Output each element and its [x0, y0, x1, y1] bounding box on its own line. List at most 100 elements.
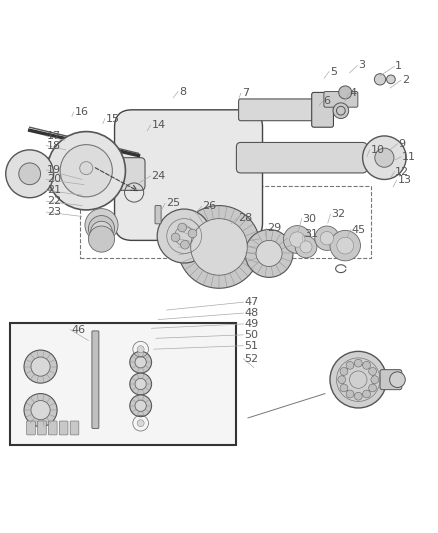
Circle shape: [369, 384, 377, 392]
Text: 25: 25: [166, 198, 180, 208]
Circle shape: [85, 208, 118, 241]
Circle shape: [19, 163, 41, 184]
Circle shape: [157, 209, 211, 263]
Circle shape: [31, 400, 50, 419]
Text: 5: 5: [330, 67, 337, 77]
FancyBboxPatch shape: [48, 421, 57, 435]
Circle shape: [330, 351, 387, 408]
Text: 29: 29: [267, 223, 281, 233]
Circle shape: [88, 215, 115, 241]
Text: 6: 6: [323, 96, 330, 106]
Circle shape: [135, 378, 146, 390]
Circle shape: [137, 419, 144, 426]
Circle shape: [60, 144, 113, 197]
Circle shape: [80, 161, 93, 175]
FancyBboxPatch shape: [27, 421, 35, 435]
Text: 19: 19: [47, 165, 61, 175]
Text: 3: 3: [358, 60, 365, 70]
Circle shape: [180, 240, 189, 249]
Text: 26: 26: [202, 201, 216, 212]
Circle shape: [135, 357, 146, 368]
Text: 23: 23: [47, 207, 61, 217]
Text: 46: 46: [71, 325, 85, 335]
Circle shape: [375, 148, 394, 167]
Circle shape: [339, 86, 352, 99]
FancyBboxPatch shape: [324, 92, 358, 107]
Circle shape: [256, 240, 282, 266]
FancyBboxPatch shape: [155, 206, 161, 224]
Circle shape: [369, 367, 377, 375]
Circle shape: [387, 75, 395, 84]
Circle shape: [390, 372, 405, 387]
Circle shape: [354, 392, 362, 400]
Circle shape: [363, 390, 371, 398]
Circle shape: [137, 346, 144, 353]
FancyBboxPatch shape: [70, 421, 79, 435]
Circle shape: [336, 107, 345, 115]
Text: 4: 4: [350, 88, 357, 98]
Text: 2: 2: [402, 75, 409, 85]
FancyBboxPatch shape: [115, 110, 262, 240]
FancyBboxPatch shape: [237, 142, 367, 173]
Circle shape: [340, 384, 348, 392]
Circle shape: [24, 393, 57, 426]
Text: 7: 7: [242, 88, 249, 98]
Text: 12: 12: [395, 167, 410, 176]
FancyBboxPatch shape: [14, 158, 145, 190]
Circle shape: [338, 376, 346, 384]
Circle shape: [91, 221, 113, 243]
Text: 10: 10: [371, 145, 385, 155]
Text: 32: 32: [331, 209, 346, 219]
Text: 22: 22: [47, 196, 61, 206]
Circle shape: [363, 136, 406, 180]
Text: 47: 47: [244, 297, 258, 307]
Text: 13: 13: [397, 175, 411, 185]
Circle shape: [283, 225, 311, 254]
Circle shape: [371, 376, 379, 384]
Text: 50: 50: [244, 330, 258, 340]
Circle shape: [245, 230, 293, 277]
Bar: [10, 323, 237, 445]
FancyBboxPatch shape: [59, 421, 68, 435]
Circle shape: [178, 223, 187, 232]
Circle shape: [346, 361, 354, 369]
Circle shape: [130, 373, 152, 395]
Circle shape: [374, 74, 386, 85]
Circle shape: [130, 351, 152, 373]
Circle shape: [363, 361, 371, 369]
Text: 1: 1: [395, 61, 402, 71]
Text: 21: 21: [47, 185, 61, 195]
Text: 17: 17: [47, 131, 61, 141]
Circle shape: [340, 367, 348, 375]
Circle shape: [88, 226, 115, 252]
Text: 14: 14: [152, 120, 166, 130]
Text: 31: 31: [304, 229, 318, 239]
Circle shape: [188, 229, 197, 238]
Text: 49: 49: [244, 319, 258, 329]
Bar: [80, 186, 371, 258]
Circle shape: [130, 395, 152, 417]
Text: 11: 11: [402, 152, 416, 162]
Circle shape: [315, 226, 339, 251]
Text: 48: 48: [244, 308, 258, 318]
Text: 30: 30: [303, 214, 317, 224]
Text: 8: 8: [179, 86, 186, 96]
Text: 15: 15: [106, 114, 120, 124]
Circle shape: [47, 132, 125, 210]
FancyBboxPatch shape: [312, 92, 333, 127]
Circle shape: [295, 236, 317, 258]
Text: 20: 20: [47, 174, 61, 184]
Text: 45: 45: [352, 224, 366, 235]
Text: 24: 24: [152, 171, 166, 181]
FancyBboxPatch shape: [92, 331, 99, 429]
Circle shape: [178, 206, 260, 288]
Circle shape: [346, 390, 354, 398]
Text: 51: 51: [244, 341, 258, 351]
FancyBboxPatch shape: [38, 421, 46, 435]
FancyBboxPatch shape: [380, 370, 402, 390]
Circle shape: [135, 400, 146, 411]
Text: 52: 52: [244, 354, 258, 364]
Text: 28: 28: [239, 213, 253, 223]
Circle shape: [333, 103, 349, 118]
Circle shape: [191, 219, 247, 275]
